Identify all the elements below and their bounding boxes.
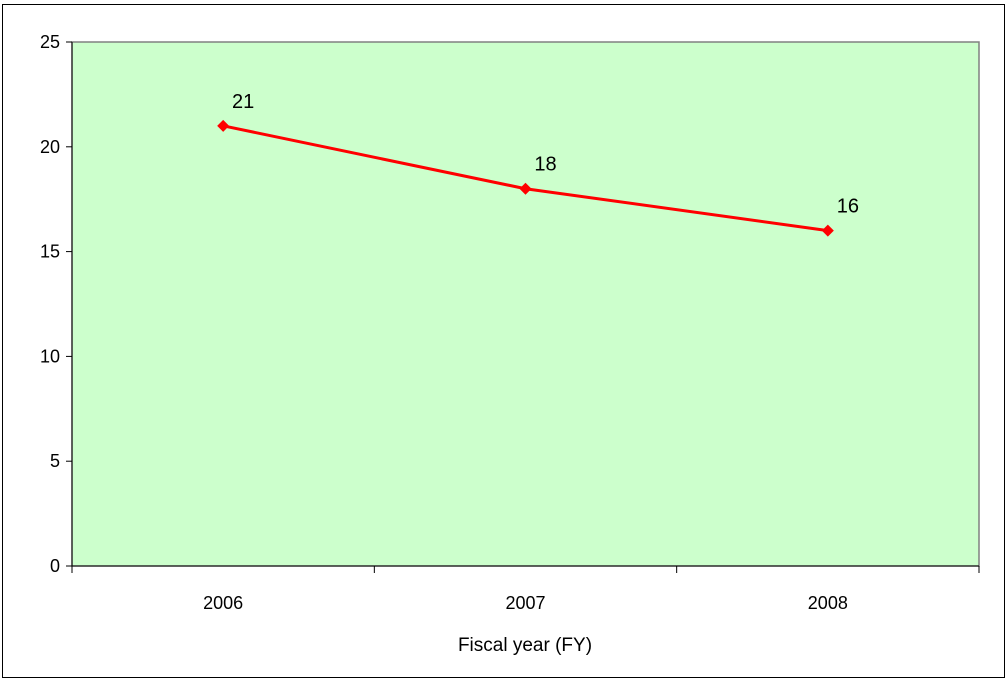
series-layer: 21 18 16 (217, 91, 859, 237)
data-point-marker (821, 224, 834, 237)
y-tick-label: 10 (40, 346, 60, 366)
y-tick-label: 15 (40, 242, 60, 262)
y-tick-label: 5 (50, 451, 60, 471)
plot-area (71, 41, 980, 567)
data-point-marker (519, 182, 532, 195)
x-tick-label: 2008 (808, 593, 848, 613)
x-tick-label: 2006 (203, 593, 243, 613)
y-tick-label: 25 (40, 32, 60, 52)
x-tick-label: 2007 (505, 593, 545, 613)
x-axis: 2006 2007 2008 (71, 565, 980, 613)
data-point-marker (217, 119, 230, 132)
y-axis: 0 5 10 15 20 25 (40, 32, 73, 576)
data-label: 18 (534, 154, 556, 176)
data-label: 16 (837, 196, 859, 218)
x-axis-title: Fiscal year (FY) (458, 635, 592, 656)
y-tick-label: 20 (40, 137, 60, 157)
y-tick-label: 0 (50, 556, 60, 576)
data-label: 21 (232, 91, 254, 113)
